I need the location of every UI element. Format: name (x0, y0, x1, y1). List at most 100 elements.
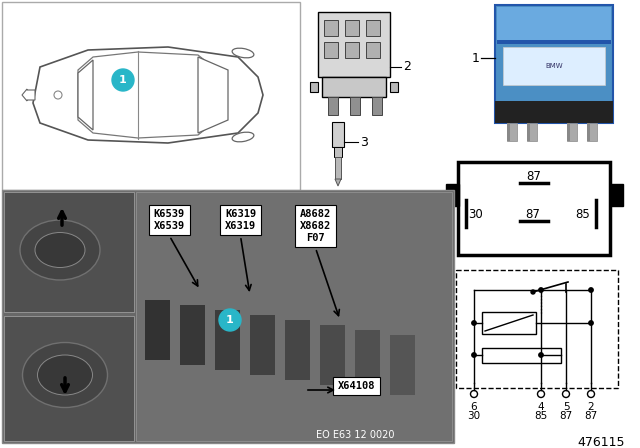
Ellipse shape (38, 355, 93, 395)
Circle shape (54, 91, 62, 99)
Circle shape (470, 391, 477, 397)
Text: 2: 2 (588, 402, 595, 412)
Bar (497, 7, 611, 42)
Text: 2: 2 (403, 60, 411, 73)
Text: X8682: X8682 (300, 221, 331, 231)
Circle shape (589, 321, 593, 325)
Text: 3: 3 (360, 135, 368, 148)
Circle shape (539, 353, 543, 357)
Bar (610, 184, 623, 206)
Bar (507, 123, 510, 141)
Bar (215, 310, 240, 370)
Bar (567, 123, 577, 141)
Text: 4: 4 (538, 402, 544, 412)
Bar (320, 325, 345, 385)
Bar (333, 377, 380, 395)
Bar (482, 348, 561, 363)
Text: 5: 5 (563, 402, 570, 412)
Ellipse shape (20, 220, 100, 280)
Bar (587, 123, 590, 141)
Bar (318, 12, 390, 77)
Bar (495, 5, 613, 123)
Bar (220, 205, 261, 235)
Bar (355, 330, 380, 390)
Text: 30: 30 (467, 411, 481, 421)
Circle shape (472, 353, 476, 357)
Circle shape (112, 69, 134, 91)
Bar (295, 205, 336, 247)
Bar (497, 40, 611, 44)
Text: 85: 85 (575, 207, 590, 220)
Text: 6: 6 (470, 402, 477, 412)
Text: 1: 1 (119, 75, 127, 85)
Text: BMW: BMW (545, 63, 563, 69)
PathPatch shape (198, 57, 228, 133)
Bar (328, 97, 338, 115)
Circle shape (219, 309, 241, 331)
Bar (4, 192, 134, 312)
Bar (2, 190, 454, 443)
Bar (332, 122, 344, 147)
Bar (507, 123, 517, 141)
Bar (310, 82, 318, 92)
Text: X6539: X6539 (154, 221, 185, 231)
Bar (372, 97, 382, 115)
Bar (446, 184, 459, 206)
PathPatch shape (78, 52, 213, 138)
Bar (366, 20, 380, 36)
Text: X64108: X64108 (338, 381, 375, 391)
Bar (390, 82, 398, 92)
Bar (149, 205, 190, 235)
Bar (503, 47, 605, 85)
Bar (324, 20, 338, 36)
Bar (350, 97, 360, 115)
Text: EO E63 12 0020: EO E63 12 0020 (317, 430, 395, 440)
PathPatch shape (335, 179, 341, 186)
Circle shape (472, 321, 476, 325)
Text: 87: 87 (559, 411, 573, 421)
Circle shape (531, 290, 535, 294)
Text: X6319: X6319 (225, 221, 256, 231)
Bar (324, 42, 338, 58)
Text: F07: F07 (306, 233, 325, 243)
Bar (495, 101, 613, 123)
Bar (366, 42, 380, 58)
Bar (458, 162, 610, 255)
Bar (390, 335, 415, 395)
Ellipse shape (232, 48, 254, 58)
Ellipse shape (22, 343, 108, 408)
Bar (180, 305, 205, 365)
Ellipse shape (232, 132, 254, 142)
Text: K6319: K6319 (225, 209, 256, 219)
PathPatch shape (33, 47, 263, 143)
Bar (345, 20, 359, 36)
Text: 1: 1 (472, 52, 480, 65)
Bar (335, 157, 341, 179)
Circle shape (563, 391, 570, 397)
Text: K6539: K6539 (154, 209, 185, 219)
Bar (145, 300, 170, 360)
Text: 85: 85 (534, 411, 548, 421)
FancyArrow shape (22, 89, 35, 101)
Text: 1: 1 (226, 315, 234, 325)
Bar (587, 123, 597, 141)
Bar (4, 316, 134, 441)
PathPatch shape (78, 60, 93, 130)
Text: 87: 87 (527, 169, 541, 182)
Text: 30: 30 (468, 207, 483, 220)
Circle shape (589, 288, 593, 292)
Text: 87: 87 (525, 207, 540, 220)
Bar (527, 123, 530, 141)
Bar (2, 2, 300, 190)
Text: A8682: A8682 (300, 209, 331, 219)
Bar (456, 270, 618, 388)
Bar (136, 192, 452, 441)
Bar (334, 147, 342, 157)
Ellipse shape (35, 233, 85, 267)
Bar (345, 42, 359, 58)
Circle shape (538, 391, 545, 397)
Bar (527, 123, 537, 141)
Circle shape (539, 288, 543, 292)
Text: 87: 87 (584, 411, 598, 421)
Text: 476115: 476115 (577, 435, 625, 448)
